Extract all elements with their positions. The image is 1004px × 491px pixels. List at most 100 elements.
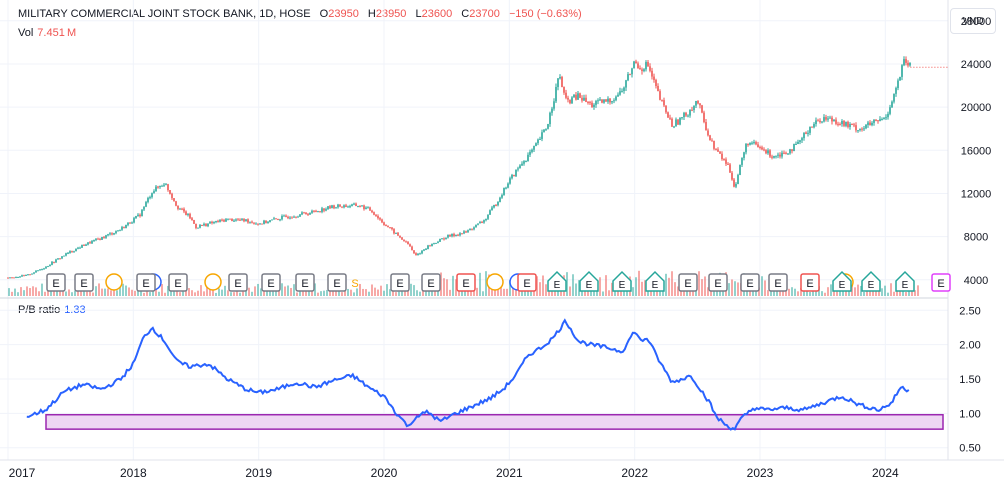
candle-body <box>723 159 725 161</box>
candle-body <box>635 61 637 64</box>
volume-bar <box>23 290 25 296</box>
candle-body <box>601 99 603 103</box>
currency-button[interactable]: VND <box>950 8 996 34</box>
volume-bar <box>161 284 163 296</box>
volume-bar <box>416 290 418 296</box>
pb-tick-label: 1.00 <box>959 408 980 420</box>
volume-bar <box>374 287 376 296</box>
candle-body <box>317 211 319 213</box>
candle-body <box>555 86 557 102</box>
volume-bar <box>32 286 34 296</box>
time-tick-label: 2024 <box>872 466 899 480</box>
earnings-event-letter: E <box>714 278 721 290</box>
candle-body <box>889 107 891 114</box>
candle-body <box>97 238 99 240</box>
volume-bar <box>20 287 22 296</box>
candle-body <box>703 112 705 123</box>
earnings-event-marker[interactable] <box>421 273 441 292</box>
candle-body <box>739 164 741 175</box>
volume-bar <box>86 291 88 296</box>
volume-bar <box>542 275 544 296</box>
earnings-event-marker[interactable] <box>390 273 410 292</box>
earnings-event-marker[interactable] <box>228 273 248 292</box>
candle-body <box>793 144 795 152</box>
candle-body <box>31 273 33 275</box>
candle-body <box>115 231 117 234</box>
volume-bar <box>251 291 253 296</box>
candle-body <box>447 234 449 238</box>
candle-body <box>785 152 787 154</box>
candle-body <box>413 250 415 254</box>
volume-bar <box>365 289 367 296</box>
candle-body <box>7 277 9 279</box>
candle-body <box>663 100 665 106</box>
earnings-event-marker[interactable] <box>645 270 665 292</box>
earnings-event-marker[interactable] <box>678 273 698 292</box>
candle-body <box>205 223 207 227</box>
earnings-event-marker[interactable] <box>168 273 188 292</box>
earnings-event-marker[interactable] <box>832 270 852 292</box>
candle-body <box>491 207 493 211</box>
volume-bar <box>29 288 31 296</box>
dividend-event-marker[interactable] <box>204 273 222 291</box>
earnings-event-marker[interactable] <box>861 270 881 292</box>
candle-body <box>771 156 773 158</box>
earnings-event-marker[interactable] <box>295 273 315 292</box>
dividend-event-marker[interactable] <box>486 273 504 291</box>
candle-body <box>315 210 317 212</box>
volume-bar <box>17 292 19 296</box>
candle-body <box>357 206 359 208</box>
earnings-event-marker[interactable] <box>46 273 66 292</box>
candle-body <box>797 141 799 144</box>
earnings-event-marker[interactable] <box>740 273 760 292</box>
candle-body <box>281 215 283 220</box>
earnings-event-marker[interactable] <box>800 273 820 292</box>
volume-bar <box>296 292 298 296</box>
candle-body <box>247 219 249 223</box>
earnings-event-marker[interactable] <box>768 273 788 292</box>
earnings-event-letter: E <box>652 280 659 291</box>
volume-bar <box>413 285 415 296</box>
pb-band-rectangle[interactable] <box>45 413 944 430</box>
candle-body <box>289 217 291 219</box>
earnings-event-marker[interactable] <box>547 270 567 292</box>
candle-body <box>789 149 791 154</box>
volume-bar <box>518 287 520 296</box>
earnings-event-marker[interactable] <box>579 270 599 292</box>
candle-body <box>79 247 81 249</box>
volume-bar <box>194 292 196 296</box>
candle-body <box>225 219 227 222</box>
volume-bar <box>389 289 391 296</box>
earnings-event-marker[interactable] <box>136 273 156 292</box>
earnings-event-marker[interactable] <box>74 273 94 292</box>
candle-body <box>441 238 443 240</box>
earnings-event-marker[interactable] <box>895 270 915 292</box>
dividend-event-marker[interactable] <box>105 273 123 291</box>
candle-body <box>673 126 675 128</box>
candle-body <box>853 124 855 126</box>
earnings-event-marker[interactable] <box>931 273 951 292</box>
earnings-event-marker[interactable] <box>327 273 347 292</box>
candle-body <box>109 233 111 235</box>
earnings-event-marker[interactable] <box>612 270 632 292</box>
volume-bar <box>440 272 442 296</box>
earnings-event-letter: E <box>267 278 274 290</box>
volume-bar <box>689 290 691 296</box>
candle-body <box>105 235 107 238</box>
volume-bar <box>227 290 229 296</box>
candle-body <box>341 206 343 208</box>
candle-body <box>493 205 495 208</box>
earnings-event-marker[interactable] <box>456 273 476 292</box>
candle-body <box>183 208 185 212</box>
volume-bar <box>56 291 58 296</box>
earnings-event-marker[interactable] <box>261 273 281 292</box>
candle-body <box>309 212 311 215</box>
candle-body <box>521 163 523 166</box>
earnings-event-marker[interactable] <box>708 273 728 292</box>
volume-bar <box>575 283 577 296</box>
volume-bar <box>380 285 382 296</box>
earnings-event-marker[interactable] <box>517 273 537 292</box>
candle-body <box>841 120 843 125</box>
candle-body <box>215 220 217 223</box>
